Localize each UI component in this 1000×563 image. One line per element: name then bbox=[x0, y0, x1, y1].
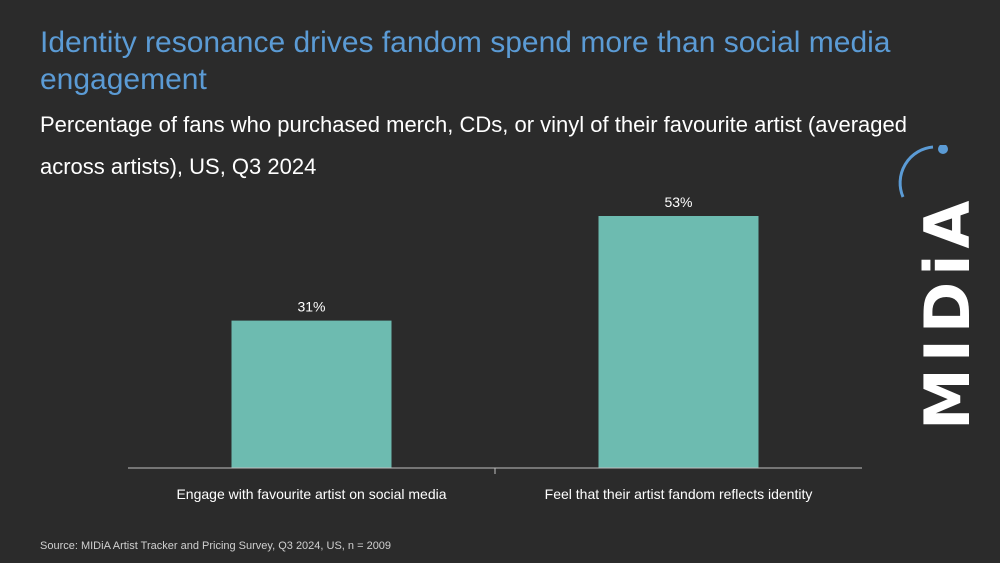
logo-wordmark: MIDiA bbox=[911, 195, 984, 430]
midia-logo: MIDiA bbox=[898, 145, 984, 430]
logo-dot bbox=[938, 145, 948, 154]
bar-chart: 31% Engage with favourite artist on socia… bbox=[128, 194, 862, 502]
source-note: Source: MIDiA Artist Tracker and Pricing… bbox=[40, 540, 392, 552]
bar-2 bbox=[598, 216, 759, 468]
bar-value-label-2: 53% bbox=[664, 194, 692, 210]
chart-subtitle: Percentage of fans who purchased merch, … bbox=[40, 112, 907, 179]
bar-value-label-1: 31% bbox=[297, 299, 325, 315]
category-label-2: Feel that their artist fandom reflects i… bbox=[545, 486, 813, 502]
category-label-1: Engage with favourite artist on social m… bbox=[176, 486, 446, 502]
logo-arc bbox=[898, 145, 934, 198]
bar-1 bbox=[231, 320, 392, 468]
chart-title: Identity resonance drives fandom spend m… bbox=[40, 26, 891, 96]
